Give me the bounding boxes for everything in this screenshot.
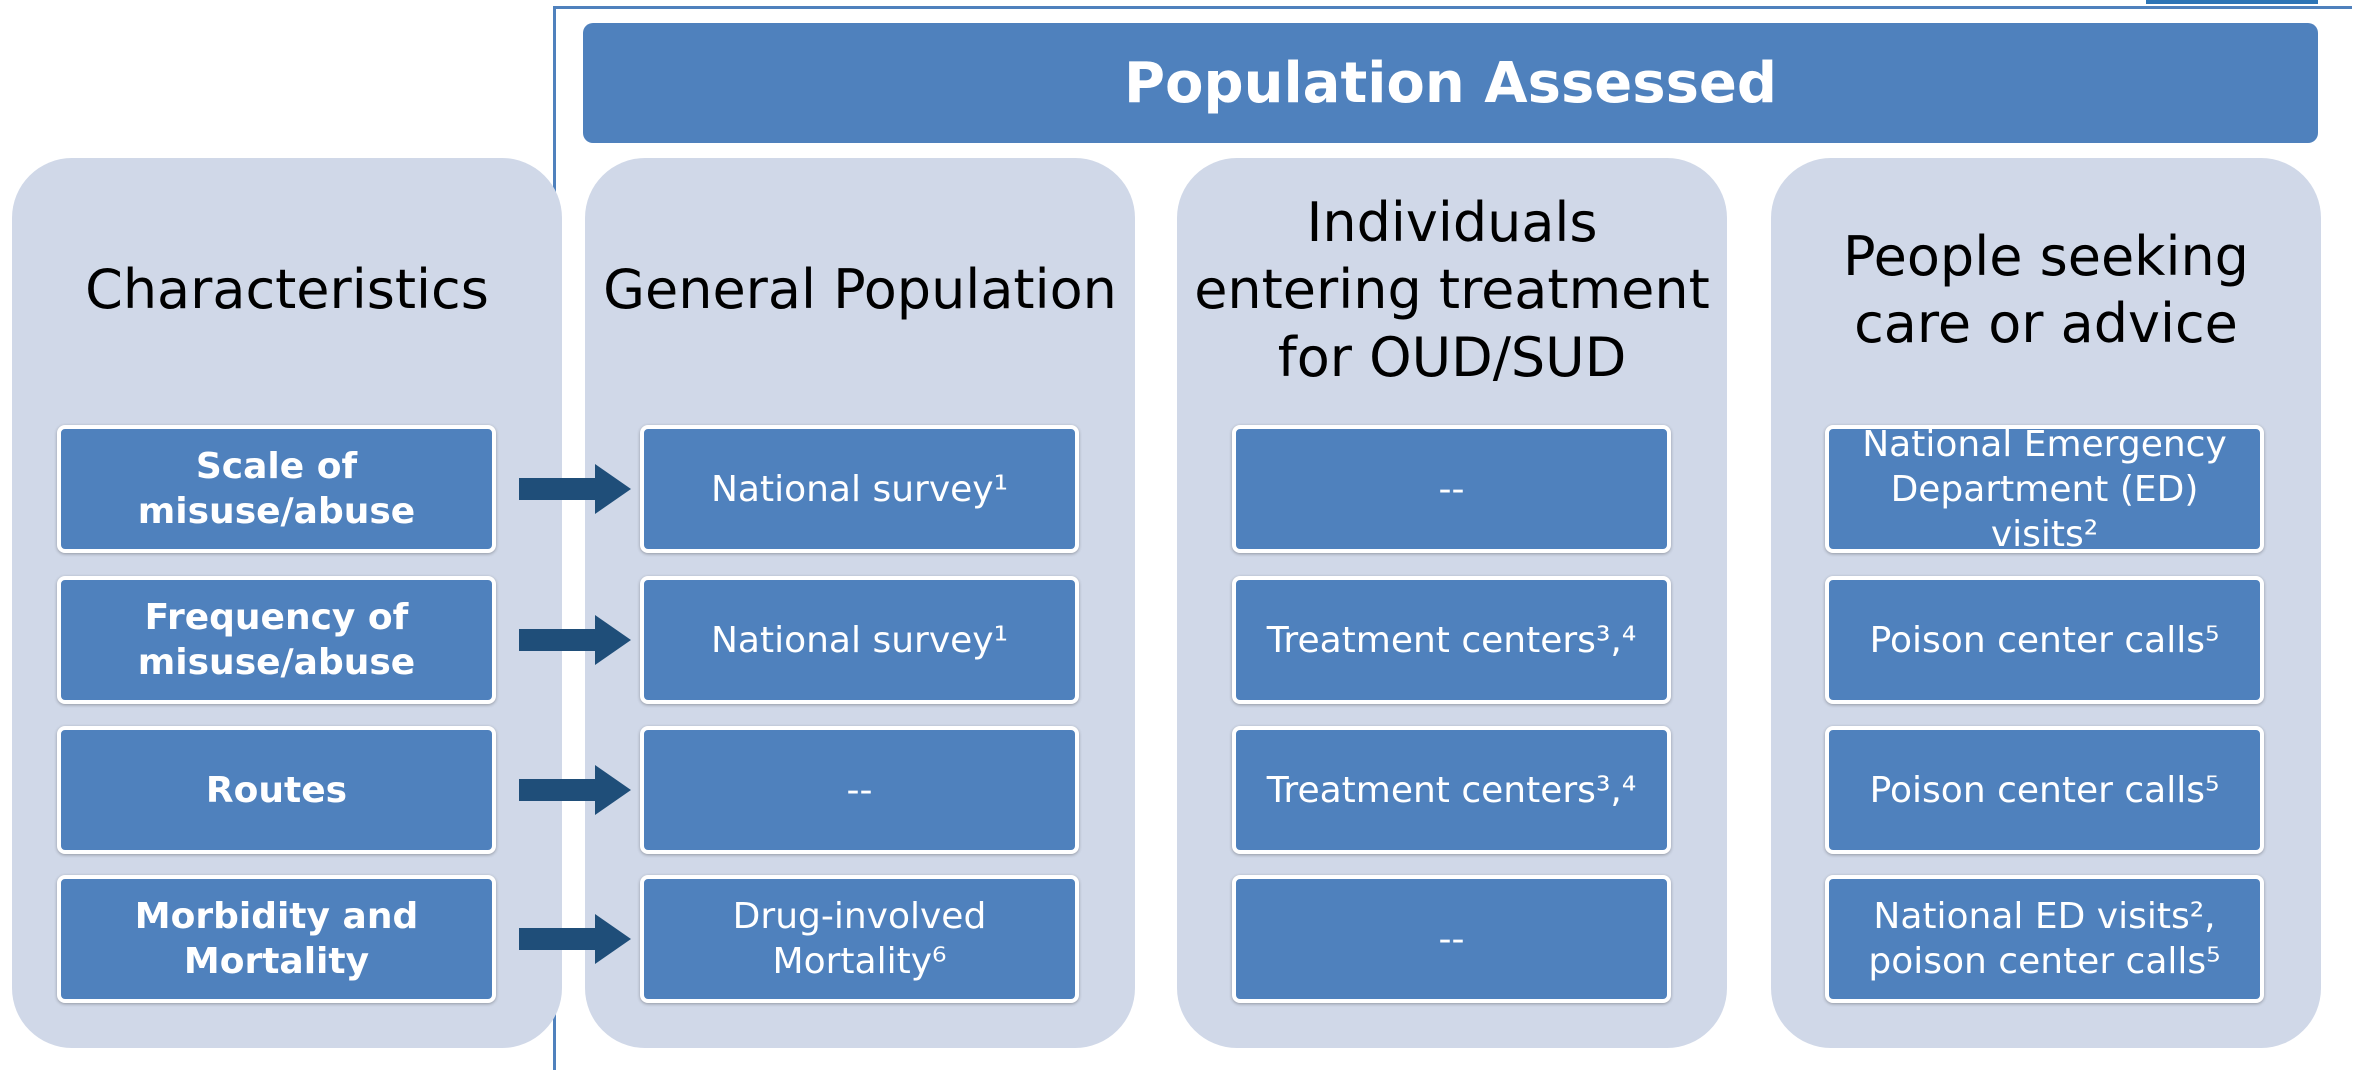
source-cell: Treatment centers³,⁴ — [1232, 576, 1671, 704]
source-cell: Drug-involved Mortality⁶ — [640, 875, 1079, 1003]
source-cell: -- — [640, 726, 1079, 854]
source-cell: National ED visits², poison center calls… — [1825, 875, 2264, 1003]
characteristic-cell: Routes — [57, 726, 496, 854]
source-cell: National survey¹ — [640, 576, 1079, 704]
column-title: Characteristics — [85, 258, 489, 322]
source-cell: National Emergency Department (ED) visit… — [1825, 424, 2264, 555]
source-cell: -- — [1232, 425, 1671, 553]
characteristic-cell: Morbidity and Mortality — [57, 875, 496, 1003]
source-cell: Poison center calls⁵ — [1825, 726, 2264, 854]
characteristic-cell: Frequency of misuse/abuse — [57, 576, 496, 704]
arrow — [519, 464, 631, 514]
arrow — [519, 914, 631, 964]
arrow-group — [519, 464, 631, 964]
tab — [2146, 0, 2318, 4]
arrow — [519, 615, 631, 665]
header-title: Population Assessed — [583, 23, 2318, 143]
source-cell: National survey¹ — [640, 425, 1079, 553]
characteristic-cell: Scale of misuse/abuse — [57, 425, 496, 553]
column-title: Individuals entering treatment for OUD/S… — [1194, 190, 1710, 389]
column-title: People seeking care or advice — [1843, 224, 2249, 356]
column-title: General Population — [603, 258, 1117, 322]
source-cell: Poison center calls⁵ — [1825, 576, 2264, 704]
source-cell: Treatment centers³,⁴ — [1232, 726, 1671, 854]
source-cell: -- — [1232, 875, 1671, 1003]
arrow — [519, 765, 631, 815]
